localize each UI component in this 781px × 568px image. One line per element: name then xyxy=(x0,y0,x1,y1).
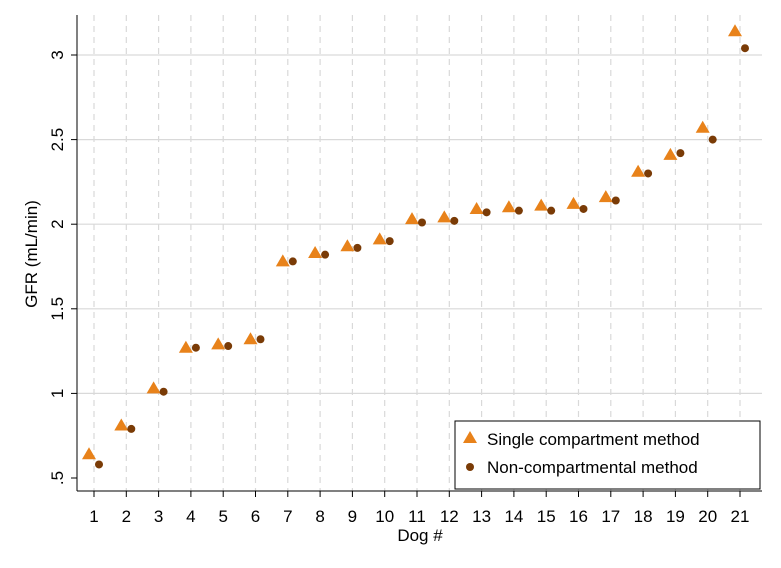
legend-marker-single-compartment xyxy=(463,431,477,443)
x-tick-label: 4 xyxy=(186,507,195,526)
point-non-compartmental xyxy=(256,335,265,344)
point-non-compartmental xyxy=(514,206,523,215)
x-tick-label: 17 xyxy=(601,507,620,526)
x-tick-label: 13 xyxy=(472,507,491,526)
y-tick-label: 1.5 xyxy=(48,297,67,321)
x-tick-label: 16 xyxy=(569,507,588,526)
point-non-compartmental xyxy=(708,135,717,144)
point-non-compartmental xyxy=(644,169,653,178)
x-tick-label: 7 xyxy=(283,507,292,526)
point-non-compartmental xyxy=(579,204,588,213)
point-non-compartmental xyxy=(547,206,556,215)
x-tick-label: 3 xyxy=(154,507,163,526)
point-single-compartment xyxy=(695,120,710,133)
y-tick-label: 2 xyxy=(48,219,67,228)
x-tick-label: 8 xyxy=(315,507,324,526)
point-non-compartmental xyxy=(676,149,685,158)
data-marks xyxy=(82,24,749,469)
point-non-compartmental xyxy=(127,424,136,433)
x-axis-label: Dog # xyxy=(397,526,443,545)
point-single-compartment xyxy=(146,381,161,394)
point-single-compartment xyxy=(501,200,516,213)
x-tick-label: 2 xyxy=(122,507,131,526)
grid xyxy=(77,15,762,491)
x-tick-label: 11 xyxy=(408,507,426,526)
point-single-compartment xyxy=(243,332,258,345)
y-tick-label: .5 xyxy=(48,471,67,485)
point-non-compartmental xyxy=(191,343,200,352)
x-tick-label: 5 xyxy=(218,507,227,526)
point-single-compartment xyxy=(178,340,193,353)
x-tick-label: 21 xyxy=(731,507,750,526)
point-single-compartment xyxy=(469,201,484,214)
x-tick-label: 10 xyxy=(375,507,394,526)
y-axis-label: GFR (mL/min) xyxy=(22,200,41,308)
point-single-compartment xyxy=(340,239,355,252)
point-single-compartment xyxy=(534,198,549,211)
x-tick-label: 15 xyxy=(537,507,556,526)
point-single-compartment xyxy=(663,147,678,160)
point-non-compartmental xyxy=(288,257,297,266)
point-non-compartmental xyxy=(224,342,233,351)
x-tick-label: 9 xyxy=(348,507,357,526)
x-tick-label: 6 xyxy=(251,507,260,526)
point-single-compartment xyxy=(114,418,129,431)
y-tick-label: 3 xyxy=(48,50,67,59)
point-non-compartmental xyxy=(95,460,103,469)
x-tick-label: 20 xyxy=(698,507,717,526)
x-tick-label: 1 xyxy=(89,507,98,526)
point-non-compartmental xyxy=(450,216,459,225)
point-single-compartment xyxy=(308,245,323,258)
point-non-compartmental xyxy=(741,44,749,53)
point-single-compartment xyxy=(631,164,646,177)
point-single-compartment xyxy=(566,196,581,209)
point-non-compartmental xyxy=(482,208,491,217)
x-tick-label: 14 xyxy=(504,507,523,526)
legend-marker-non-compartmental xyxy=(466,463,474,471)
point-single-compartment xyxy=(437,210,452,223)
point-single-compartment xyxy=(275,254,290,267)
point-single-compartment xyxy=(82,447,96,460)
point-single-compartment xyxy=(405,212,419,225)
y-tick-label: 2.5 xyxy=(48,128,67,152)
point-non-compartmental xyxy=(353,243,362,252)
point-non-compartmental xyxy=(418,218,426,227)
point-non-compartmental xyxy=(159,387,168,396)
point-non-compartmental xyxy=(385,237,394,246)
point-single-compartment xyxy=(728,24,742,37)
point-single-compartment xyxy=(372,232,387,245)
point-single-compartment xyxy=(211,337,226,350)
legend-box xyxy=(454,420,761,490)
x-tick-label: 19 xyxy=(666,507,685,526)
legend-label-single-compartment: Single compartment method xyxy=(487,430,700,449)
x-tick-label: 12 xyxy=(440,507,459,526)
y-tick-label: 1 xyxy=(48,389,67,398)
legend: Single compartment method Non-compartmen… xyxy=(454,420,761,490)
point-non-compartmental xyxy=(321,250,330,259)
axes: .511.522.531 2 3 4 5 6 7 8 9 10 11 12 13 14 15 16 17 18 19… xyxy=(48,15,762,526)
x-tick-label: 18 xyxy=(634,507,653,526)
point-non-compartmental xyxy=(611,196,620,205)
point-single-compartment xyxy=(598,190,613,203)
legend-label-non-compartmental: Non-compartmental method xyxy=(487,458,698,477)
